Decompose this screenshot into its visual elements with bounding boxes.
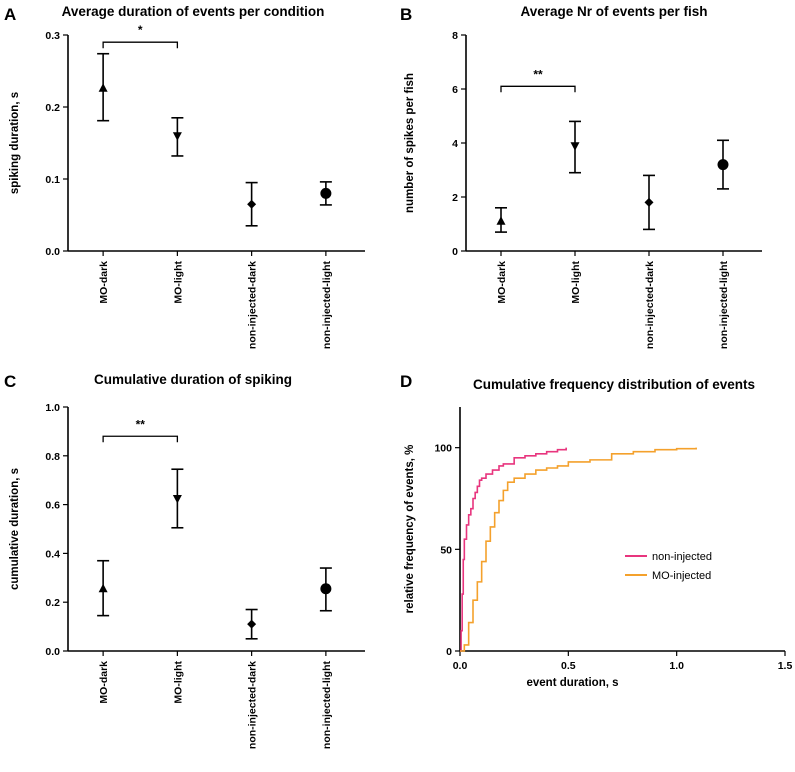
data-point — [98, 583, 108, 593]
significance-bracket — [102, 41, 179, 49]
y-axis-label: cumulative duration, s — [9, 468, 21, 590]
x-tick-label: 0.0 — [453, 660, 468, 672]
y-tick-label: 50 — [440, 544, 452, 556]
x-tick-label: MO-dark — [98, 261, 110, 304]
y-tick-label: 0.6 — [45, 500, 60, 512]
y-tick-label: 1.0 — [45, 402, 60, 414]
significance-label: ** — [533, 67, 543, 81]
significance-label: * — [138, 23, 143, 37]
y-axis-label: number of spikes per fish — [404, 73, 416, 213]
y-tick-label: 0.3 — [45, 30, 60, 42]
data-point — [172, 495, 182, 504]
panel-letter: B — [400, 5, 412, 24]
panel-letter: D — [400, 372, 412, 391]
series-line-non-injected — [460, 447, 567, 652]
x-tick-label: MO-dark — [496, 261, 508, 304]
data-point — [496, 216, 506, 225]
data-point — [98, 83, 108, 92]
panel-title: Cumulative duration of spiking — [94, 372, 292, 387]
data-point — [717, 159, 729, 171]
y-tick-label: 2 — [452, 192, 458, 204]
y-tick-label: 0.0 — [45, 246, 60, 258]
x-tick-label: non-injected-dark — [644, 261, 656, 349]
x-tick-label: non-injected-light — [321, 661, 333, 750]
panel-title: Average Nr of events per fish — [520, 4, 707, 19]
x-tick-label: non-injected-dark — [247, 261, 259, 349]
data-point — [320, 583, 332, 595]
data-point — [644, 197, 654, 207]
panel-title: Cumulative frequency distribution of eve… — [473, 377, 755, 392]
data-point — [172, 132, 182, 141]
y-tick-label: 6 — [452, 84, 458, 96]
panel-b: B Average Nr of events per fish 0 2 4 6 8 numbe… — [400, 4, 762, 349]
y-axis-label: spiking duration, s — [9, 92, 21, 194]
y-tick-label: 4 — [452, 138, 458, 150]
x-tick-label: MO-light — [172, 261, 184, 304]
x-axis-label: event duration, s — [526, 677, 618, 689]
data-point — [570, 142, 580, 151]
panel-d: D Cumulative frequency distribution of ev… — [400, 372, 792, 689]
series-line-MO-injected — [460, 447, 697, 652]
panel-title: Average duration of events per condition — [62, 4, 325, 19]
x-tick-label: 1.0 — [669, 660, 684, 672]
data-point — [320, 187, 332, 199]
y-tick-label: 0.0 — [45, 646, 60, 658]
x-tick-label: 0.5 — [561, 660, 576, 672]
y-tick-label: 0.2 — [45, 102, 60, 114]
panel-letter: A — [4, 5, 16, 24]
panel-c: C Cumulative duration of spiking 0.0 0.2 0.4… — [4, 372, 365, 749]
y-axis-label: relative frequency of events, % — [404, 445, 416, 614]
legend-label: non-injected — [652, 551, 712, 563]
panel-a: A Average duration of events per conditio… — [4, 4, 365, 349]
y-tick-label: 100 — [434, 443, 452, 455]
y-tick-label: 0 — [452, 246, 458, 258]
data-point — [247, 199, 257, 209]
y-tick-label: 8 — [452, 30, 458, 42]
x-tick-label: non-injected-dark — [247, 661, 259, 749]
panel-letter: C — [4, 372, 16, 391]
y-tick-label: 0.8 — [45, 451, 60, 463]
x-tick-label: non-injected-light — [718, 261, 730, 350]
x-tick-label: 1.5 — [778, 660, 793, 672]
data-point — [247, 619, 257, 629]
y-tick-label: 0.1 — [45, 174, 60, 186]
y-tick-label: 0.4 — [45, 548, 60, 560]
x-tick-label: MO-dark — [98, 661, 110, 704]
x-tick-label: MO-light — [570, 261, 582, 304]
significance-bracket — [500, 85, 576, 93]
x-tick-label: MO-light — [172, 661, 184, 704]
significance-label: ** — [136, 417, 146, 431]
y-tick-label: 0 — [446, 646, 452, 658]
significance-bracket — [102, 435, 179, 443]
legend-label: MO-injected — [652, 570, 711, 582]
x-tick-label: non-injected-light — [321, 261, 333, 350]
y-tick-label: 0.2 — [45, 597, 60, 609]
